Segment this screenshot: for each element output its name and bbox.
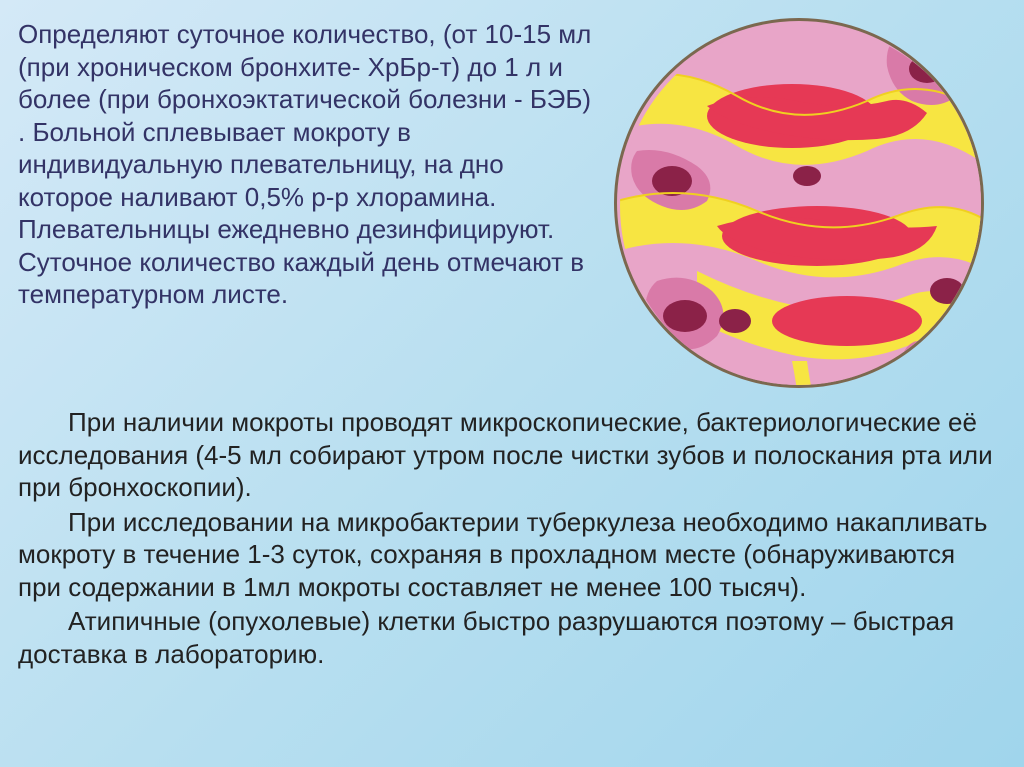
paragraph-2: При исследовании на микробактерии туберк… [18, 506, 994, 604]
top-section: Определяют суточное количество, (от 10-1… [18, 18, 994, 398]
bottom-paragraphs: При наличии мокроты проводят микроскопич… [18, 406, 994, 670]
paragraph-3: Атипичные (опухолевые) клетки быстро раз… [18, 605, 994, 670]
medical-diagram-container [614, 18, 994, 398]
bronchial-tissue-diagram [614, 18, 984, 388]
tissue-illustration-svg [617, 21, 984, 388]
paragraph-1: При наличии мокроты проводят микроскопич… [18, 406, 994, 504]
slide-content: Определяют суточное количество, (от 10-1… [0, 0, 1024, 690]
intro-paragraph: Определяют суточное количество, (от 10-1… [18, 18, 614, 311]
